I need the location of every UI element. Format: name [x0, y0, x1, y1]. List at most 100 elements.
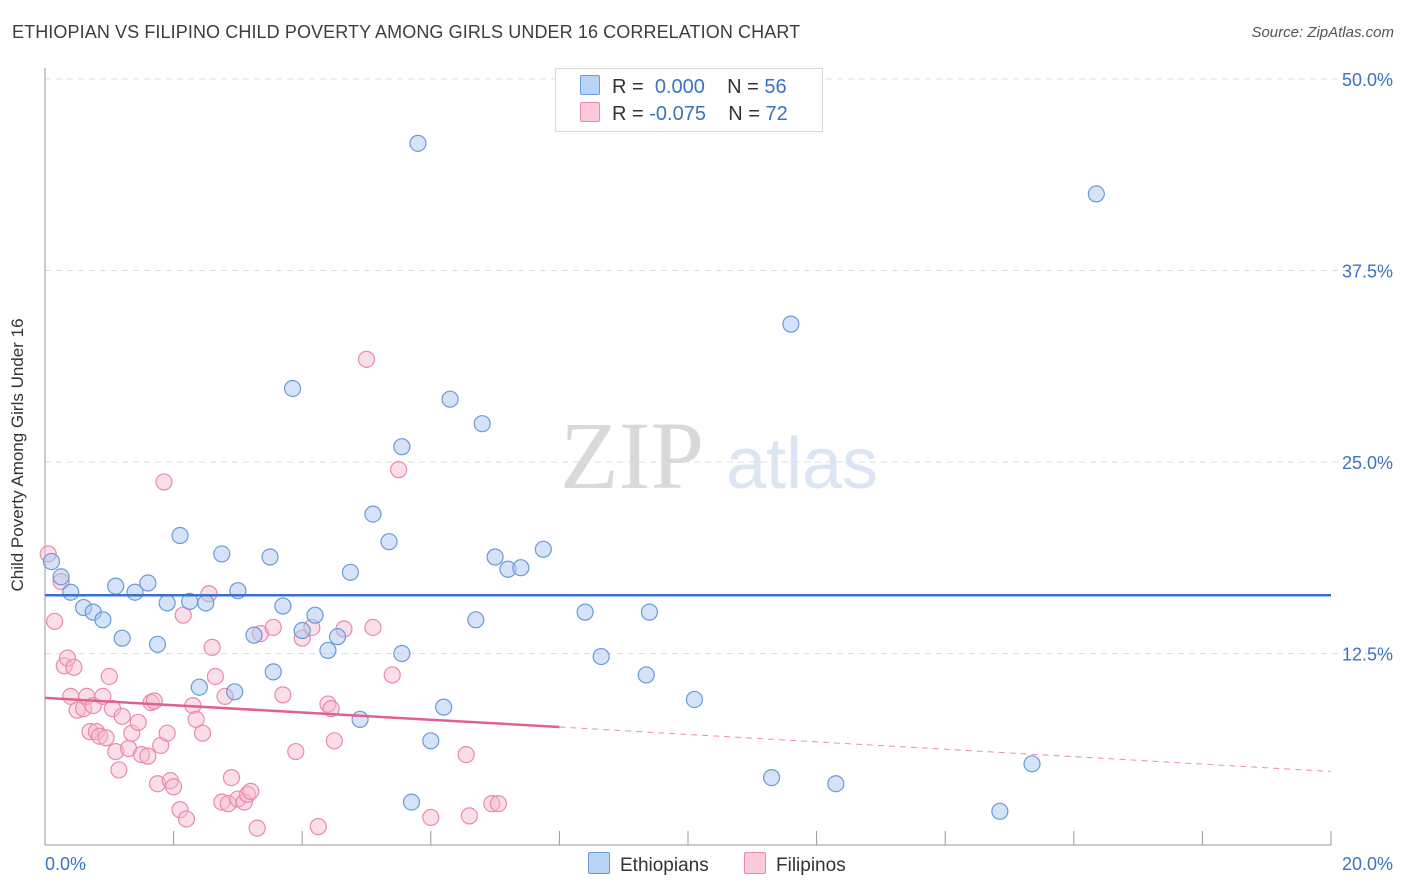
legend-r-value: 0.000	[654, 76, 705, 98]
ethiopians-point	[351, 710, 369, 728]
ethiopians-point	[190, 678, 208, 696]
x-tick-label: 20.0%	[1342, 854, 1393, 874]
filipinos-point	[460, 807, 478, 825]
filipinos-point	[87, 723, 106, 741]
ethiopians-point	[341, 563, 360, 581]
ethiopians-point	[1087, 185, 1105, 203]
ethiopians-point	[534, 540, 552, 558]
filipinos-point	[174, 606, 192, 624]
ethiopians-point	[283, 379, 302, 398]
legend-n-label: N =	[728, 103, 760, 125]
ethiopians-point	[576, 603, 594, 621]
ethiopians-point	[52, 568, 70, 586]
ethiopians-point	[42, 552, 61, 571]
filipinos-point	[68, 701, 86, 719]
filipinos-point	[158, 724, 176, 742]
ethiopians-point	[293, 621, 311, 640]
filipinos-point	[309, 818, 327, 836]
bottom-legend-label: Ethiopians	[620, 855, 709, 876]
legend-swatch-filipinos	[580, 102, 600, 122]
y-tick-label: 50.0%	[1342, 70, 1393, 90]
ethiopians-point	[402, 793, 421, 811]
ethiopians-point	[393, 644, 411, 663]
ethiopians-point	[592, 647, 610, 666]
ethiopians-point	[264, 663, 282, 681]
ethiopians-point	[640, 603, 659, 621]
ethiopians-point	[158, 594, 176, 612]
filipinos-point	[145, 692, 163, 710]
ethiopians-point	[226, 683, 244, 701]
filipinos-point	[457, 746, 475, 764]
ethiopians-point	[762, 768, 781, 787]
ethiopians-point	[94, 611, 112, 629]
ethiopians-point	[306, 606, 324, 624]
filipinos-point	[325, 732, 343, 750]
bottom-legend-swatch-filipinos	[744, 852, 766, 874]
legend-swatch-ethiopians	[580, 75, 600, 95]
filipinos-point	[107, 742, 125, 761]
filipinos-point	[483, 795, 501, 813]
bottom-legend-label: Filipinos	[776, 855, 846, 876]
bottom-legend-swatch-ethiopians	[588, 852, 610, 874]
filipinos-trend-extension	[559, 726, 1332, 772]
ethiopians-point	[1023, 755, 1041, 773]
legend-r-value: -0.075	[649, 103, 706, 125]
ethiopians-point	[62, 583, 80, 601]
legend-n-label: N =	[727, 76, 759, 98]
filipinos-point	[165, 778, 183, 796]
watermark-zip: ZIP	[560, 402, 704, 509]
filipinos-point	[148, 775, 167, 793]
filipinos-point	[319, 695, 337, 713]
ethiopians-point	[512, 559, 530, 577]
legend-r-label: R =	[612, 76, 644, 98]
filipinos-point	[91, 727, 109, 745]
y-tick-label: 12.5%	[1342, 645, 1393, 665]
ethiopians-point	[171, 526, 189, 545]
filipinos-point	[81, 723, 99, 741]
ethiopians-point	[380, 533, 398, 551]
filipinos-point	[46, 612, 64, 630]
ethiopians-point	[827, 775, 845, 793]
filipinos-point	[177, 810, 196, 828]
legend-r-label: R =	[612, 103, 644, 125]
filipinos-point	[132, 746, 151, 764]
filipinos-point	[123, 724, 141, 742]
filipinos-point	[213, 793, 231, 811]
filipinos-point	[110, 761, 128, 779]
tick-labels: 12.5% 25.0% 37.5% 50.0% 0.0% 20.0%	[45, 70, 1393, 874]
filipinos-point	[155, 473, 173, 491]
ethiopians-point	[435, 698, 453, 716]
filipinos-point	[489, 795, 507, 813]
filipinos-point	[390, 461, 408, 479]
ethiopians-point	[422, 732, 440, 750]
filipinos-point	[171, 801, 189, 819]
y-tick-label: 37.5%	[1342, 262, 1393, 282]
ethiopians-point	[328, 628, 347, 646]
ethiopians-point	[113, 629, 131, 647]
ethiopians-point	[685, 690, 704, 709]
filipinos-trend-line	[44, 696, 560, 729]
ethiopians-point	[261, 548, 279, 566]
filipinos-point	[264, 618, 282, 637]
filipinos-point	[238, 785, 257, 804]
x-tick-label: 0.0%	[45, 854, 86, 874]
bottom-legend-ethiopians: Ethiopians	[588, 852, 709, 877]
ethiopians-point	[782, 315, 800, 333]
filipinos-point	[65, 658, 83, 676]
legend-n-value: 72	[765, 103, 788, 125]
ethiopians-point	[991, 802, 1009, 820]
ethiopians-point	[107, 577, 125, 595]
filipinos-point	[364, 618, 382, 637]
source-label: Source: ZipAtlas.com	[1251, 24, 1394, 41]
filipinos-point	[193, 724, 212, 742]
ethiopians-point	[393, 438, 411, 456]
grid-lines	[45, 78, 1392, 654]
ethiopians-point	[467, 611, 485, 629]
filipinos-point	[139, 747, 157, 765]
chart-title: ETHIOPIAN VS FILIPINO CHILD POVERTY AMON…	[12, 22, 801, 42]
filipinos-point	[113, 707, 131, 725]
ethiopians-point	[486, 548, 504, 566]
filipinos-point	[383, 666, 401, 684]
trend-lines	[44, 594, 1332, 772]
